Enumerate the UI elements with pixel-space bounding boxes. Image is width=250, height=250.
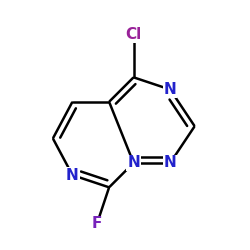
Text: N: N bbox=[164, 82, 176, 97]
Text: N: N bbox=[66, 168, 79, 182]
Text: F: F bbox=[92, 216, 102, 232]
Text: N: N bbox=[127, 156, 140, 170]
Text: Cl: Cl bbox=[126, 27, 142, 42]
Text: N: N bbox=[164, 156, 176, 170]
